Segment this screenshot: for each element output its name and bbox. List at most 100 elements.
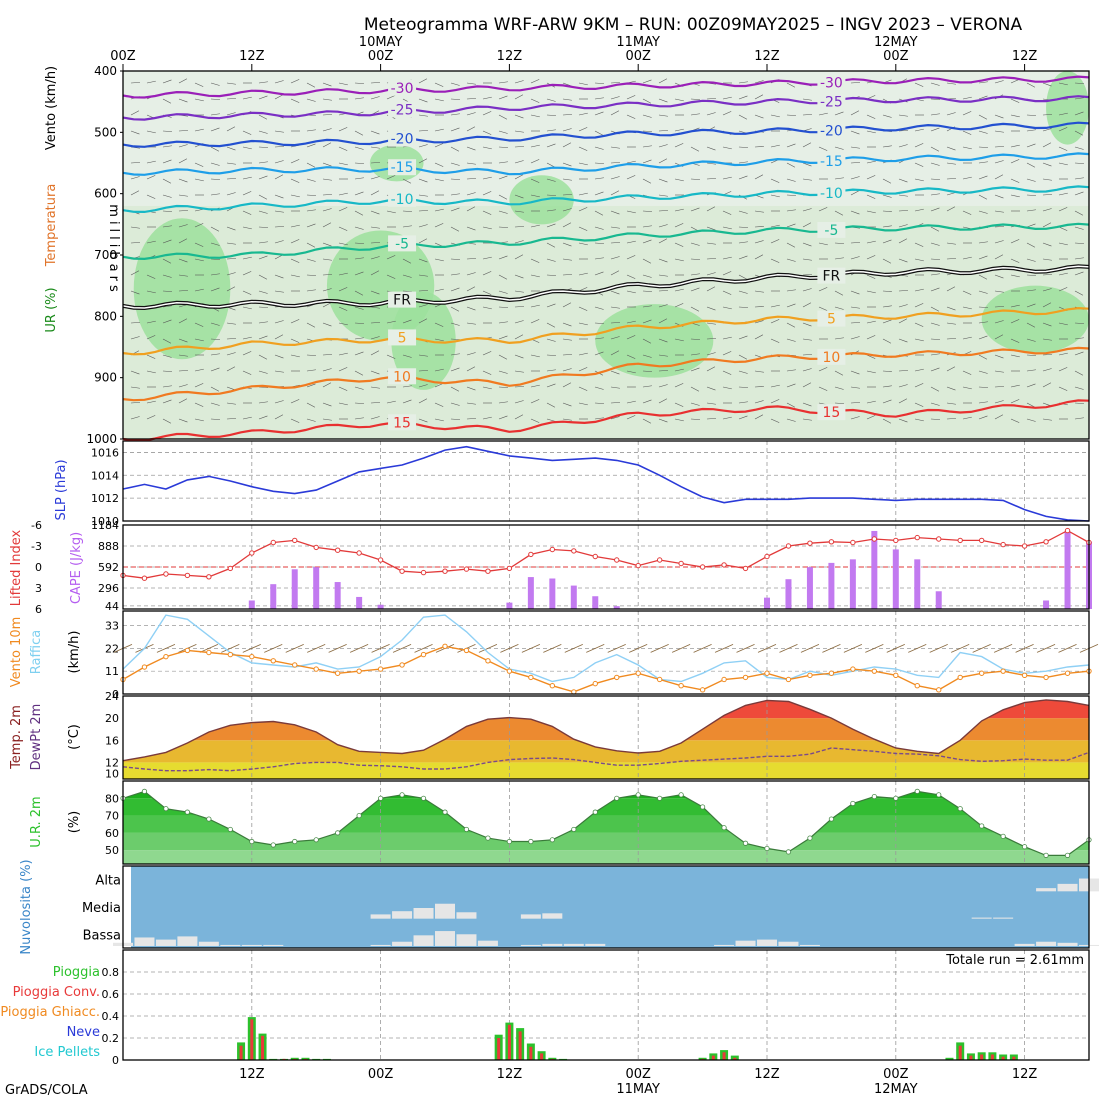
wind-barb [450, 258, 460, 260]
wind-barb [594, 97, 604, 100]
wind-barb [658, 274, 668, 277]
wind-barb [674, 303, 684, 308]
li-point [764, 553, 770, 560]
wind-barb [242, 416, 252, 420]
wind-barb [1010, 304, 1020, 308]
wind-barb [946, 286, 956, 292]
wind-barb [754, 174, 764, 180]
wind-barb [1010, 144, 1020, 148]
precip-legend-label: Pioggia [53, 965, 100, 980]
rh-point [442, 809, 448, 815]
isotherm-label-bg [388, 368, 417, 385]
wind-barb [722, 306, 732, 310]
wind-barb [146, 194, 156, 199]
wind-barb [738, 210, 748, 214]
wind-barb [690, 273, 700, 276]
wind-barb [178, 338, 188, 343]
wind-barb [626, 320, 636, 324]
wind-barb [546, 129, 556, 132]
wind-barb [530, 384, 540, 388]
wind-barb [994, 306, 1004, 308]
wind-barb [642, 178, 652, 184]
wind-barb [578, 367, 588, 372]
wind-barb [434, 143, 444, 148]
wind-barb [306, 402, 316, 408]
pressure-tick-label: 800 [94, 309, 117, 323]
wind-barb [578, 82, 588, 86]
wind-point [377, 666, 384, 672]
wind-barb [226, 322, 236, 325]
wind-barb [754, 114, 764, 119]
wind-barb [210, 98, 220, 100]
wind-barb [722, 351, 732, 356]
wind-barb [434, 208, 444, 212]
wind-barb [450, 306, 460, 312]
rh-point [163, 806, 169, 812]
wind-barb [1074, 210, 1084, 216]
cloud-bar [971, 917, 992, 919]
wind-barb [450, 367, 460, 372]
wind-direction-arrow [908, 643, 927, 653]
wind-barb [882, 178, 892, 184]
wind-barb [962, 130, 972, 135]
wind-barb [482, 290, 492, 295]
wind-barb [178, 258, 188, 263]
isotherm-label-bg [817, 404, 846, 421]
wind-barb [1042, 322, 1052, 327]
wind-barb [226, 146, 236, 151]
wind-barb [306, 223, 316, 228]
wind-barb [514, 114, 524, 119]
wind-barb [658, 354, 668, 357]
wind-barb [1074, 242, 1084, 244]
wind-barb [658, 304, 668, 308]
wind-barb [866, 194, 876, 199]
wind-barb [962, 256, 972, 260]
wind-barb [322, 402, 332, 407]
wind-barb [802, 258, 812, 261]
wind-barb [370, 416, 380, 420]
wind-barb [978, 146, 988, 148]
cloud-bar [1036, 941, 1057, 946]
wind-barb [1058, 162, 1068, 166]
wind-barb [962, 111, 972, 116]
wind-barb [898, 398, 908, 404]
wind-barb [1026, 82, 1036, 88]
wind-barb [546, 98, 556, 102]
wind-barb [994, 334, 1004, 340]
wind-direction-arrow [564, 643, 583, 653]
wind-barb [674, 242, 684, 247]
wind-barb [978, 274, 988, 280]
wind-barb [1026, 114, 1036, 116]
wind-barb [466, 226, 476, 231]
wind-barb [306, 82, 316, 88]
wind-barb [466, 162, 476, 165]
wind-barb [354, 271, 364, 276]
wind-barb [210, 162, 220, 166]
wind-barb [242, 271, 252, 276]
wind-tick-label: 22 [105, 642, 119, 655]
wind-barb [1042, 274, 1052, 276]
wind-barb [146, 370, 156, 374]
wind-barb [642, 210, 652, 212]
rh-tick-label: 60 [105, 827, 119, 840]
rh-point [270, 842, 276, 848]
cape-bar [270, 584, 277, 609]
wind-barb [1010, 239, 1020, 244]
upper-air-panel: -30 -30 -25 -25 -20 -20 -15 -15 -10 -10 -5 -5 FR FR 5 5… [86, 64, 1090, 446]
precip-tick-label: 0.8 [102, 966, 120, 979]
cloud-bar [456, 934, 477, 946]
wind-barb [946, 162, 956, 165]
slp-tick-label: 1010 [91, 515, 119, 528]
wind-barb [770, 399, 780, 404]
wind-barb [930, 113, 940, 116]
ylabel-lifted-index: Lifted Index [9, 529, 24, 606]
wind-point [957, 674, 963, 681]
rh-point [335, 830, 341, 836]
wind-barb [434, 162, 444, 167]
wind-barb [818, 386, 828, 391]
isotherm-label: -25 [391, 102, 414, 118]
bottom-time-label: 12Z [1012, 1067, 1038, 1082]
bottom-time-label: 12Z [754, 1067, 780, 1082]
wind-barb [162, 385, 172, 388]
wind-barb [1074, 271, 1084, 276]
